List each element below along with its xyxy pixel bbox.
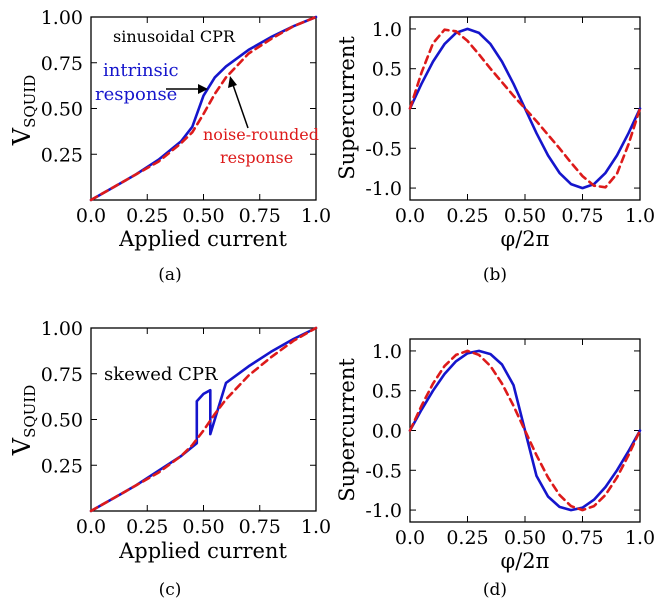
x-tick-label: 0.25: [126, 205, 168, 227]
y-tick-label: 0.25: [41, 144, 83, 166]
panel-b: 0.0 0.25 0.50 0.75 1.0 1.0 0.5 0.0 -0.5 -1.0 φ/2…: [335, 16, 655, 285]
x-tick-label: 0.75: [239, 205, 281, 227]
x-ticks-d: 0.0 0.25 0.50 0.75 1.0: [395, 339, 655, 549]
arrow-intrinsic: [166, 84, 208, 94]
x-tick-label: 0.0: [76, 516, 106, 538]
x-tick-label: 0.50: [504, 527, 546, 549]
annotation-sinusoidal-cpr: sinusoidal CPR: [113, 27, 236, 46]
x-axis-label-c: Applied current: [118, 539, 287, 563]
y-tick-label: 0.75: [41, 364, 83, 386]
annotation-noise-rounded: noise-rounded: [203, 125, 319, 144]
y-axis-label-a: VSQUID: [8, 75, 39, 147]
panel-label-b: (b): [483, 265, 507, 285]
y-tick-label: 0.5: [372, 59, 402, 81]
x-ticks-c: 0.0 0.25 0.50 0.75 1.0: [76, 328, 331, 538]
plot-frame-c: [90, 327, 317, 512]
y-tick-label: 1.0: [372, 341, 402, 363]
x-tick-label: 0.50: [182, 516, 224, 538]
x-tick-label: 0.25: [446, 527, 488, 549]
y-axis-label-c: VSQUID: [8, 385, 39, 457]
x-axis-label-d: φ/2π: [501, 549, 550, 573]
y-tick-label: 0.50: [41, 410, 83, 432]
y-tick-label: 0.5: [372, 381, 402, 403]
y-tick-label: -0.5: [365, 460, 402, 482]
x-tick-label: 0.75: [561, 205, 603, 227]
y-tick-label: 0.0: [372, 421, 402, 443]
series-c: [89, 326, 318, 513]
x-tick-label: 1.0: [625, 527, 655, 549]
x-tick-label: 0.25: [446, 205, 488, 227]
x-ticks-a: 0.0 0.25 0.50 0.75 1.0: [76, 17, 331, 227]
panel-label-a: (a): [158, 265, 181, 285]
intrinsic-series: [408, 27, 642, 190]
x-axis-label-b: φ/2π: [501, 227, 550, 251]
y-ticks-b: 1.0 0.5 0.0 -0.5 -1.0: [365, 19, 640, 200]
x-tick-label: 0.50: [182, 205, 224, 227]
panel-a: 0.0 0.25 0.50 0.75 1.0 0.25 0.50 0.75 1.00 Appl…: [8, 7, 331, 285]
y-ticks-c: 0.25 0.50 0.75 1.00: [41, 318, 316, 477]
y-ticks-a: 0.25 0.50 0.75 1.00: [41, 7, 316, 166]
y-tick-label: 0.75: [41, 53, 83, 75]
y-tick-label: -1.0: [365, 178, 402, 200]
y-ticks-d: 1.0 0.5 0.0 -0.5 -1.0: [365, 341, 640, 522]
noise-rounded-series: [89, 326, 318, 513]
x-tick-label: 0.0: [395, 205, 425, 227]
series-d: [408, 349, 642, 512]
x-ticks-b: 0.0 0.25 0.50 0.75 1.0: [395, 17, 655, 227]
noise-rounded-series: [89, 15, 318, 202]
x-tick-label: 0.25: [126, 516, 168, 538]
panel-label-d: (d): [483, 580, 507, 600]
y-tick-label: -1.0: [365, 500, 402, 522]
x-tick-label: 0.0: [76, 205, 106, 227]
x-tick-label: 0.50: [504, 205, 546, 227]
y-tick-label: -0.5: [365, 138, 402, 160]
y-tick-label: 0.25: [41, 455, 83, 477]
noise-rounded-series: [408, 28, 642, 189]
series-b: [408, 27, 642, 190]
y-tick-label: 0.50: [41, 99, 83, 121]
x-axis-label-a: Applied current: [118, 227, 287, 251]
x-tick-label: 0.75: [561, 527, 603, 549]
intrinsic-series: [89, 326, 318, 513]
annotation-intrinsic: intrinsic: [103, 60, 179, 81]
annotation-noise-response: response: [220, 148, 293, 167]
x-tick-label: 0.75: [239, 516, 281, 538]
annotation-skewed-cpr: skewed CPR: [104, 364, 218, 385]
panel-c: 0.0 0.25 0.50 0.75 1.0 0.25 0.50 0.75 1.00 Appl…: [8, 318, 331, 600]
panel-d: 0.0 0.25 0.50 0.75 1.0 1.0 0.5 0.0 -0.5 -1.0 φ/2…: [335, 338, 655, 600]
y-tick-label: 1.00: [41, 7, 83, 29]
noise-rounded-series: [408, 349, 642, 512]
x-tick-label: 0.0: [395, 527, 425, 549]
x-tick-label: 1.0: [301, 205, 331, 227]
annotation-intrinsic-response: response: [95, 84, 177, 105]
arrow-noise-rounded: [228, 76, 249, 129]
y-tick-label: 1.00: [41, 318, 83, 340]
x-tick-label: 1.0: [625, 205, 655, 227]
y-axis-label-d: Supercurrent: [335, 358, 359, 502]
series-a: [89, 15, 318, 202]
panel-label-c: (c): [159, 580, 182, 600]
x-tick-label: 1.0: [301, 516, 331, 538]
y-tick-label: 1.0: [372, 19, 402, 41]
y-tick-label: 0.0: [372, 99, 402, 121]
y-axis-label-b: Supercurrent: [335, 36, 359, 180]
